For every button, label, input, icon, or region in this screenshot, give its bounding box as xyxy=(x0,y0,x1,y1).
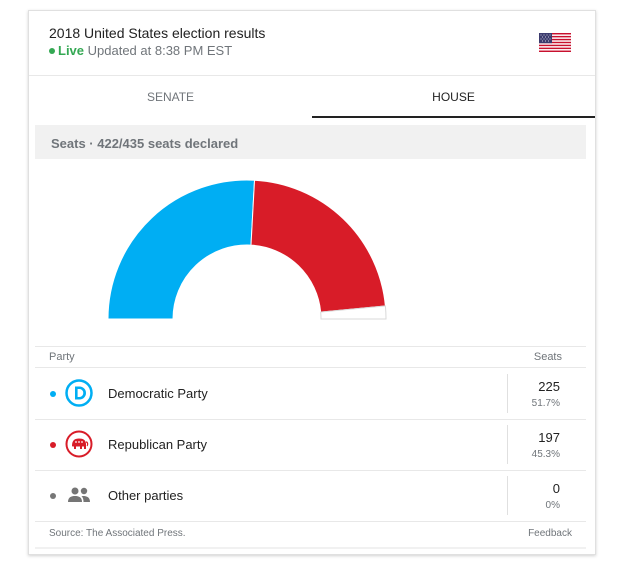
page-title: 2018 United States election results xyxy=(49,25,266,41)
chart-slice-republican-party xyxy=(250,179,386,313)
republican-color-dot xyxy=(50,442,56,448)
table-row-republican[interactable]: Republican Party 197 45.3% xyxy=(35,419,586,471)
tab-house[interactable]: HOUSE xyxy=(432,90,475,104)
party-percent: 0% xyxy=(545,500,560,511)
table-row-democratic[interactable]: Democratic Party 225 51.7% xyxy=(35,368,586,420)
source-text: Source: The Associated Press. xyxy=(49,528,186,539)
live-dot-icon xyxy=(49,47,55,54)
party-seats: 225 xyxy=(538,379,560,394)
democratic-color-dot xyxy=(50,391,56,397)
seats-half-donut-chart xyxy=(107,179,387,320)
row-divider xyxy=(507,476,508,515)
party-seats: 197 xyxy=(538,430,560,445)
party-percent: 51.7% xyxy=(531,398,560,409)
chart-slice-undeclared xyxy=(320,305,387,320)
table-row-other[interactable]: Other parties 0 0% xyxy=(35,470,586,522)
live-status: Live Updated at 8:38 PM EST xyxy=(49,43,232,58)
table-header: Party Seats xyxy=(35,346,586,368)
party-percent: 45.3% xyxy=(531,449,560,460)
tab-bar: SENATE HOUSE xyxy=(29,75,595,118)
party-name: Other parties xyxy=(108,488,184,503)
chart-slice-democratic-party xyxy=(107,179,256,320)
card-footer: Source: The Associated Press. Feedback xyxy=(35,521,586,547)
updated-time: Updated at 8:38 PM EST xyxy=(87,43,233,58)
seats-column-header: Seats xyxy=(533,351,562,363)
seats-declared-header: Seats · 422/435 seats declared xyxy=(51,136,239,151)
row-divider xyxy=(507,425,508,464)
card-header: 2018 United States election results Live… xyxy=(29,11,595,75)
results-body: Party Seats Democratic Party 225 51.7% xyxy=(35,159,586,547)
party-name: Democratic Party xyxy=(108,386,208,401)
results-panel: Seats · 422/435 seats declared Party Sea… xyxy=(35,125,586,549)
tab-senate[interactable]: SENATE xyxy=(146,90,195,104)
people-icon xyxy=(68,487,90,502)
party-name: Republican Party xyxy=(108,437,207,452)
feedback-link[interactable]: Feedback xyxy=(528,528,572,539)
democratic-donkey-icon xyxy=(65,379,93,407)
row-divider xyxy=(507,374,508,413)
live-label: Live xyxy=(58,43,85,58)
party-column-header: Party xyxy=(49,351,75,363)
active-tab-indicator xyxy=(312,116,595,118)
us-flag-icon xyxy=(539,33,571,52)
republican-elephant-icon xyxy=(65,430,93,458)
party-seats: 0 xyxy=(552,481,560,496)
other-color-dot xyxy=(50,493,56,499)
election-results-card: 2018 United States election results Live… xyxy=(28,10,596,555)
